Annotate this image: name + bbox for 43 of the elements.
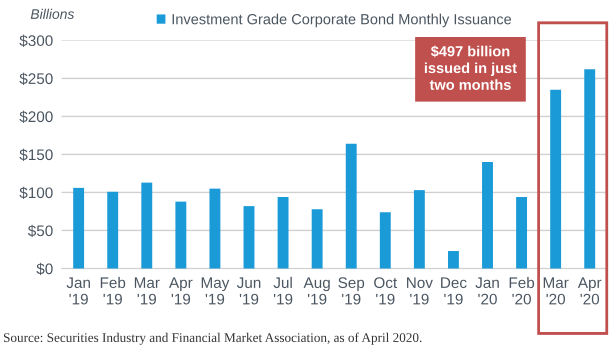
x-tick-label: Dec '19 (441, 277, 467, 305)
x-tick-label: Feb '20 (510, 276, 534, 305)
bar (346, 144, 357, 269)
source-note: Source: Securities Industry and Financial Market Association, as of April 2020. (4, 332, 422, 345)
x-tick-label: Jan '20 (475, 277, 499, 305)
y-tick-label: $200 (19, 110, 53, 124)
x-tick-label: Jan '19 (66, 277, 90, 305)
x-tick-label: Aug '19 (304, 277, 330, 305)
bar (141, 182, 152, 269)
x-tick-label: Mar '20 (544, 277, 569, 305)
bar (414, 190, 425, 269)
bar (278, 197, 289, 269)
y-tick-label: $150 (19, 148, 53, 162)
bar (380, 212, 391, 269)
bar (107, 192, 118, 269)
legend-label: Investment Grade Corporate Bond Monthly Issuance (172, 14, 512, 28)
x-tick-label: Mar '19 (134, 277, 160, 305)
bar (550, 90, 562, 269)
bar (209, 188, 220, 269)
x-tick-label: Jul '19 (274, 276, 292, 305)
y-axis-title: Billions (30, 8, 74, 19)
bar (175, 202, 186, 269)
annotation: $497 billion issued in just two months (424, 45, 517, 90)
y-tick-label: $300 (19, 34, 53, 47)
bar (244, 206, 254, 269)
x-tick-label: Sep '19 (338, 277, 364, 305)
bar (448, 251, 459, 269)
x-tick-label: Jun '19 (236, 277, 260, 305)
x-tick-label: Feb '19 (100, 276, 126, 305)
bar (584, 69, 596, 269)
x-tick-label: May '19 (202, 277, 230, 305)
bar (516, 197, 528, 269)
y-tick-label: $250 (19, 72, 53, 85)
bar (73, 188, 84, 269)
x-tick-label: Apr '19 (169, 277, 192, 305)
y-tick-label: $0 (36, 262, 53, 276)
x-tick-label: Nov '19 (407, 277, 433, 305)
y-tick-label: $100 (19, 186, 53, 200)
y-tick-label: $50 (28, 224, 53, 238)
x-tick-label: Apr '20 (578, 277, 602, 305)
bar (482, 162, 493, 269)
x-tick-label: Oct '19 (374, 277, 398, 305)
bar (312, 209, 323, 269)
